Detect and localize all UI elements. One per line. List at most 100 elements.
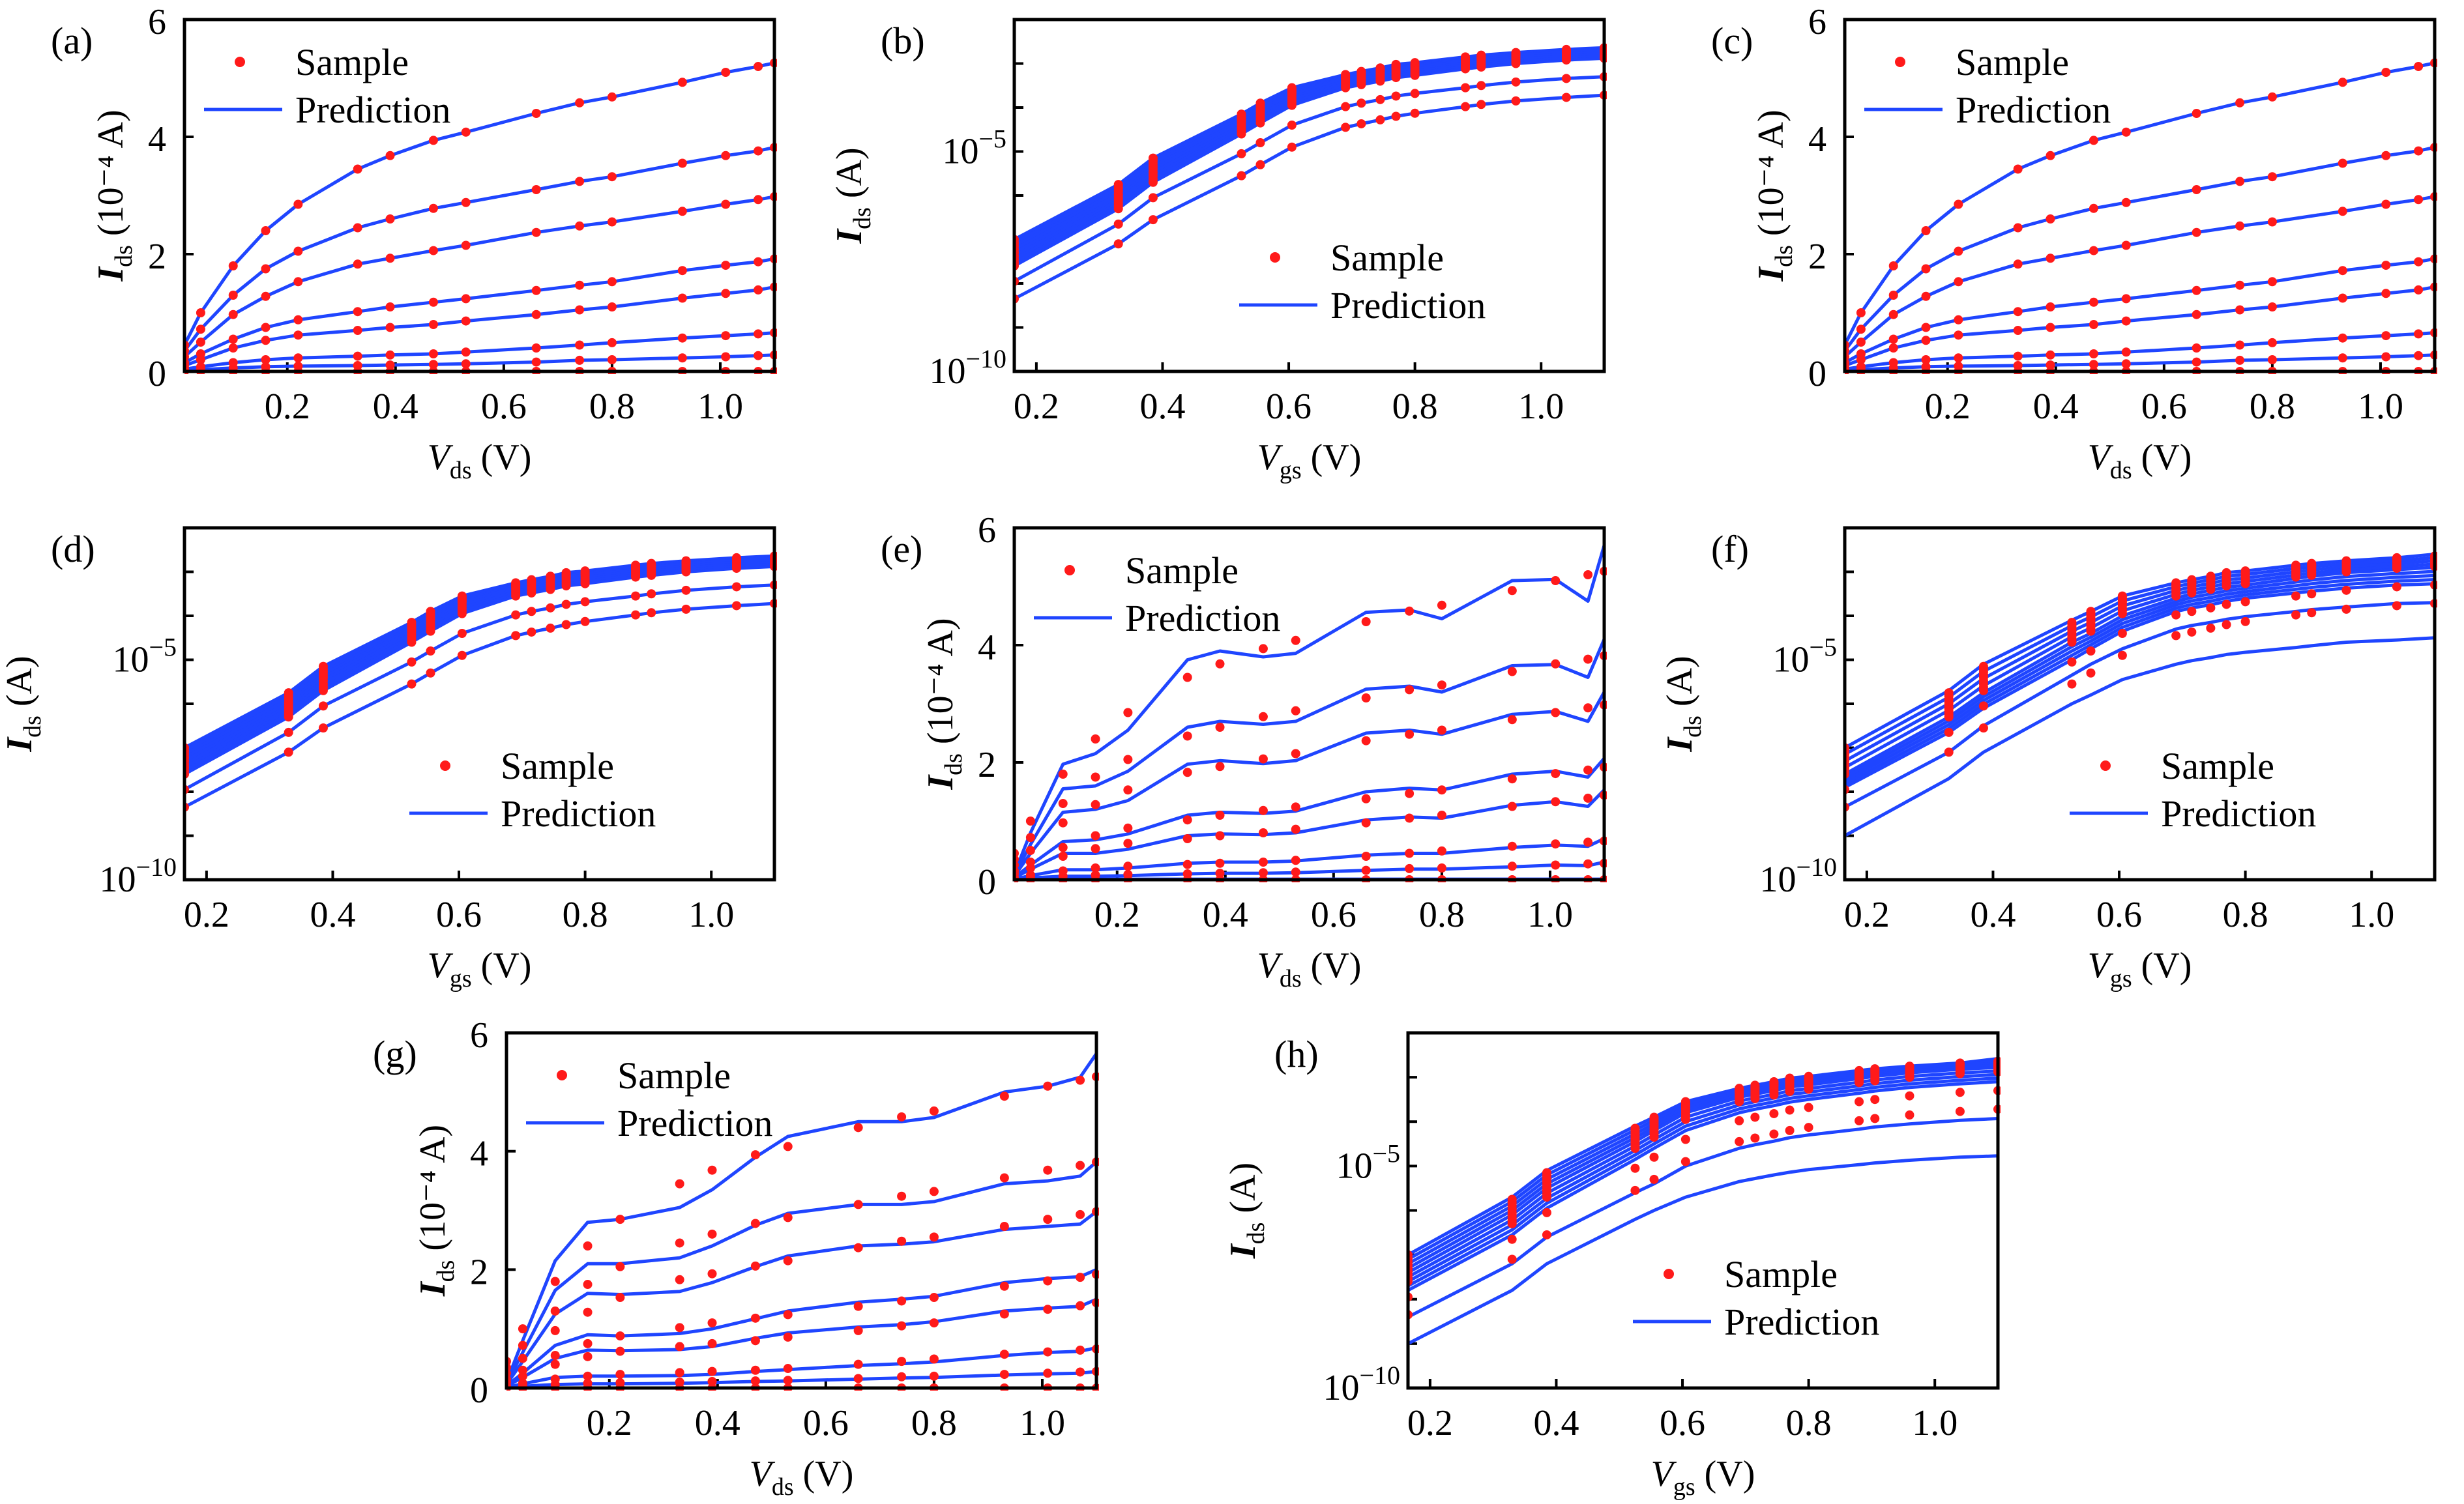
sample-point: [2338, 333, 2347, 343]
y-tick-label: 10−10: [1759, 852, 1837, 900]
sample-point: [550, 1306, 560, 1316]
sample-point: [318, 723, 328, 733]
sample-point: [511, 631, 521, 641]
sample-point: [707, 1269, 717, 1279]
sample-point: [631, 610, 641, 620]
sample-point: [228, 343, 238, 353]
sample-point: [1954, 353, 1963, 363]
prediction-line: [1845, 195, 2435, 358]
prediction-line: [184, 601, 775, 809]
y-tick-label: 4: [978, 628, 996, 668]
sample-point: [2235, 177, 2245, 186]
sample-point: [2414, 146, 2424, 156]
x-tick-label: 1.0: [1518, 386, 1564, 427]
sample-point: [853, 1243, 863, 1252]
panel-c: (c) 0.2 0.4 0.6 0.8 1.0 0 2 4 6 Vds (V) Ids (10⁻⁴ A…: [1711, 2, 2437, 484]
sample-point: [1888, 334, 1898, 344]
sample-point: [2089, 360, 2098, 369]
sample-point: [407, 657, 417, 667]
prediction-line: [184, 560, 775, 770]
sample-point: [1043, 1081, 1053, 1091]
y-axis-title: Ids (A): [1223, 1163, 1270, 1259]
legend-sample-label: Sample: [2161, 745, 2274, 787]
y-tick-label: 10−10: [1323, 1361, 1400, 1408]
x-tick-label: 0.8: [1419, 895, 1465, 935]
x-axis-title: Vgs (V): [428, 946, 532, 992]
sample-point: [385, 302, 395, 311]
plot-frame: [183, 18, 776, 373]
sample-point: [731, 564, 741, 573]
sample-point: [1182, 815, 1192, 825]
sample-point: [1551, 860, 1561, 870]
sample-point: [1258, 754, 1268, 764]
prediction-line: [1408, 1061, 1999, 1265]
y-tick-label: 6: [1808, 2, 1826, 42]
sample-point: [707, 1318, 717, 1328]
x-tick-label: 0.4: [1139, 386, 1185, 427]
sample-point: [1287, 142, 1297, 152]
plot-area: [184, 551, 777, 812]
sample-point: [1785, 1105, 1795, 1115]
sample-point: [2222, 581, 2231, 591]
sample-point: [2235, 280, 2245, 290]
sample-point: [1123, 785, 1133, 795]
sample-point: [1375, 76, 1385, 86]
legend-sample-marker: [1270, 252, 1280, 263]
sample-point: [2121, 240, 2131, 250]
sample-point: [897, 1321, 907, 1331]
sample-point: [261, 336, 271, 345]
sample-point: [1955, 1106, 1965, 1116]
y-tick-label: 10−5: [1772, 633, 1837, 680]
sample-point: [580, 616, 590, 626]
sample-point: [1287, 121, 1297, 130]
sample-point: [385, 214, 395, 224]
y-tick-label: 2: [148, 237, 166, 277]
sample-point: [721, 199, 731, 209]
sample-point: [2267, 277, 2277, 287]
prediction-line: [1845, 61, 2435, 346]
sample-point: [1630, 1163, 1640, 1173]
sample-point: [1437, 680, 1446, 690]
x-tick-label: 0.8: [2250, 386, 2295, 427]
sample-point: [2187, 588, 2197, 598]
sample-point: [783, 1310, 793, 1320]
sample-point: [999, 1370, 1009, 1380]
sample-point: [527, 607, 536, 616]
sample-point: [1507, 1254, 1517, 1264]
x-axis-title: Vds (V): [1257, 946, 1362, 992]
sample-point: [1551, 576, 1561, 585]
sample-point: [2338, 78, 2347, 87]
sample-point: [853, 1374, 863, 1383]
sample-point: [647, 608, 656, 618]
panel-label: (a): [51, 20, 93, 62]
sample-point: [2046, 360, 2055, 370]
sample-point: [1437, 811, 1446, 820]
sample-point: [461, 127, 471, 137]
sample-point: [2392, 564, 2401, 573]
sample-point: [1058, 770, 1068, 779]
sample-point: [675, 1179, 684, 1189]
sample-point: [583, 1338, 593, 1348]
sample-point: [1437, 785, 1446, 795]
sample-point: [2414, 195, 2424, 205]
sample-point: [1091, 800, 1100, 809]
legend-sample-label: Sample: [295, 41, 409, 83]
sample-point: [1944, 727, 1954, 737]
plot-area: [1014, 43, 1607, 304]
sample-point: [1785, 1125, 1795, 1135]
sample-point: [677, 78, 687, 87]
sample-point: [1258, 828, 1268, 837]
x-tick-label: 0.6: [1311, 895, 1357, 935]
sample-point: [1511, 96, 1521, 106]
x-tick-label: 0.8: [2223, 895, 2268, 935]
sample-point: [261, 264, 271, 274]
sample-point: [261, 323, 271, 332]
sample-point: [1583, 793, 1593, 803]
sample-point: [783, 1142, 793, 1151]
sample-point: [1043, 1276, 1053, 1286]
sample-point: [750, 1150, 760, 1160]
sample-point: [428, 360, 438, 369]
sample-point: [1291, 867, 1300, 877]
sample-point: [1410, 89, 1420, 98]
x-tick-label: 0.4: [1533, 1403, 1579, 1443]
